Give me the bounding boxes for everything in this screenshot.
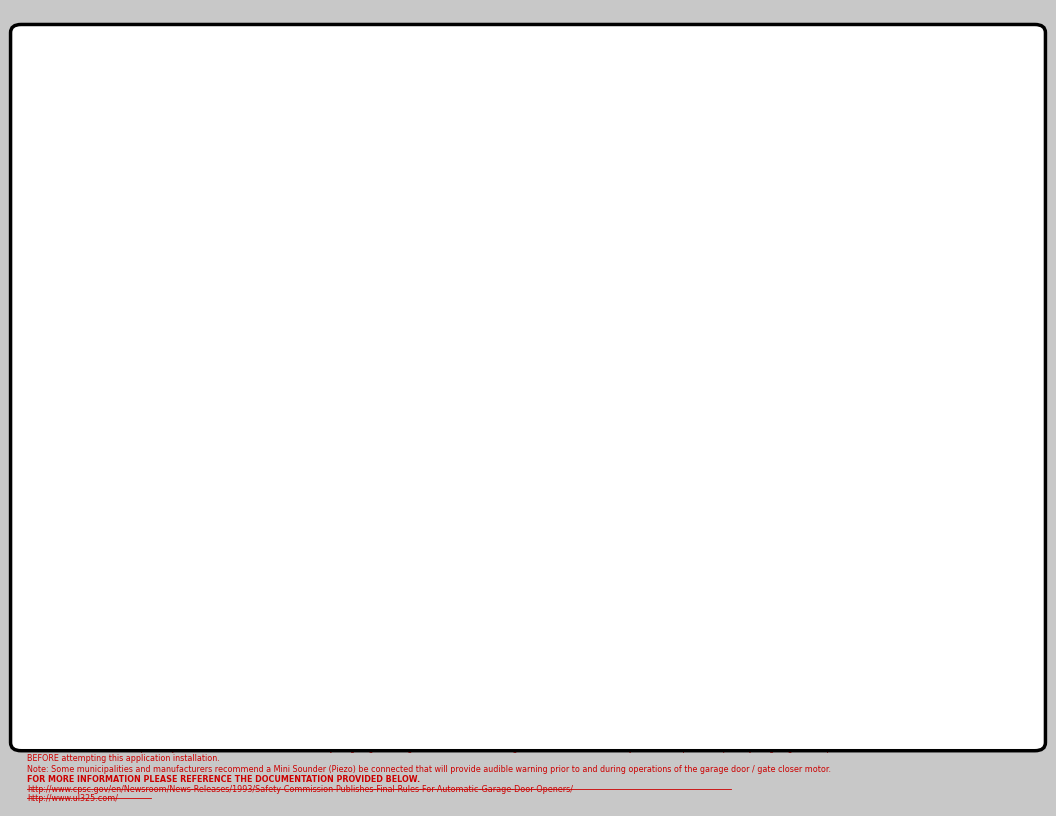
Text: http://www.ul325.com/: http://www.ul325.com/ xyxy=(27,794,118,803)
FancyBboxPatch shape xyxy=(852,435,874,477)
Text: MimoLite: MimoLite xyxy=(683,494,761,508)
Circle shape xyxy=(90,583,106,599)
Text: NO1: NO1 xyxy=(700,286,709,303)
FancyBboxPatch shape xyxy=(929,529,982,603)
Text: Install at Door: Install at Door xyxy=(73,667,137,676)
Circle shape xyxy=(237,403,251,419)
FancyBboxPatch shape xyxy=(629,291,931,541)
Text: Optional:
Using a door sensor will provide
your network with status on your
gara: Optional: Using a door sensor will provi… xyxy=(844,216,1017,261)
FancyBboxPatch shape xyxy=(869,312,897,370)
Text: Wiring Diagram for Garage Door Control using MimoLite: Wiring Diagram for Garage Door Control u… xyxy=(231,52,799,70)
FancyBboxPatch shape xyxy=(739,312,767,370)
Text: Existing Door
Switch: Existing Door Switch xyxy=(517,426,578,446)
FancyBboxPatch shape xyxy=(493,413,511,459)
Text: http://www.cpsc.gov/en/Newsroom/News-Releases/1993/Safety-Commission-Publishes-F: http://www.cpsc.gov/en/Newsroom/News-Rel… xyxy=(27,785,573,794)
FancyBboxPatch shape xyxy=(821,312,848,370)
Circle shape xyxy=(90,403,106,419)
Circle shape xyxy=(90,313,106,329)
Text: P0: P0 xyxy=(878,294,887,303)
Text: mechanisms and electronic photo eye sensors that detect obstructions). If your g: mechanisms and electronic photo eye sens… xyxy=(27,744,850,753)
Circle shape xyxy=(237,313,251,329)
Text: (Sold Separately): (Sold Separately) xyxy=(436,686,524,696)
Text: Remove Jumper on P5
to apply Momentary
relay function: Remove Jumper on P5 to apply Momentary r… xyxy=(654,626,768,659)
Text: DC Power Supply: DC Power Supply xyxy=(918,621,995,630)
Text: -: - xyxy=(784,294,787,303)
FancyBboxPatch shape xyxy=(772,312,798,370)
FancyBboxPatch shape xyxy=(691,312,718,370)
FancyBboxPatch shape xyxy=(224,654,269,684)
Text: Note: Some municipalities and manufacturers recommend a Mini Sounder (Piezo) be : Note: Some municipalities and manufactur… xyxy=(27,765,831,774)
FancyBboxPatch shape xyxy=(272,654,308,684)
Text: WARNING: For this application, this device is recommended ONLY for use with gara: WARNING: For this application, this devi… xyxy=(27,734,818,743)
FancyBboxPatch shape xyxy=(290,189,353,253)
Circle shape xyxy=(446,508,461,524)
Text: Z: Z xyxy=(251,86,284,130)
Text: FORTREZZ: FORTREZZ xyxy=(54,96,200,120)
Text: PWR: PWR xyxy=(829,286,838,303)
Circle shape xyxy=(237,493,251,509)
Text: BEFORE attempting this application installation.: BEFORE attempting this application insta… xyxy=(27,754,220,763)
Circle shape xyxy=(237,583,251,599)
Text: Connect relay (COM1 & NO1) in
PARALLEL to your existing door button.: Connect relay (COM1 & NO1) in PARALLEL t… xyxy=(639,159,843,181)
Text: FOR MORE INFORMATION PLEASE REFERENCE THE DOCUMENTATION PROVIDED BELOW.: FOR MORE INFORMATION PLEASE REFERENCE TH… xyxy=(27,775,420,784)
Text: COM1: COM1 xyxy=(654,281,663,303)
FancyBboxPatch shape xyxy=(645,312,672,370)
Circle shape xyxy=(237,673,251,689)
Text: P5: P5 xyxy=(857,417,869,426)
Circle shape xyxy=(90,673,106,689)
Circle shape xyxy=(90,493,106,509)
Text: +: + xyxy=(750,294,756,303)
Text: Magnetic Door Sensor: Magnetic Door Sensor xyxy=(317,686,438,696)
